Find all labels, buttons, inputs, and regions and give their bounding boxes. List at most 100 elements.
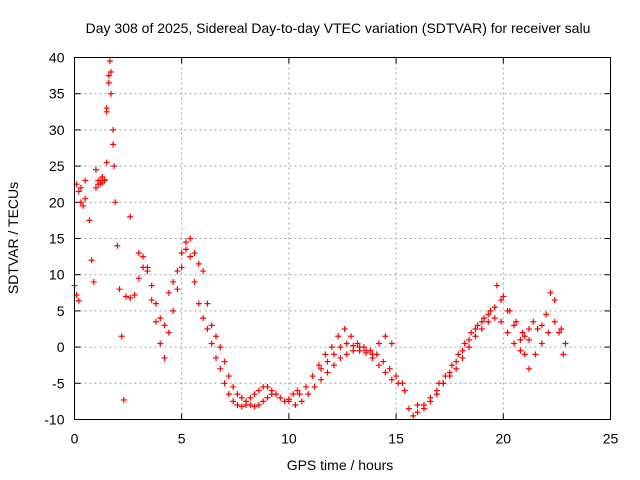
data-point xyxy=(152,300,159,307)
data-point xyxy=(369,351,376,358)
data-point xyxy=(105,79,112,86)
data-point xyxy=(170,307,177,314)
y-tick-label: -5 xyxy=(52,375,65,391)
data-point xyxy=(238,403,245,410)
data-point xyxy=(551,318,558,325)
data-point xyxy=(562,340,569,347)
x-tick-label: 25 xyxy=(603,431,619,447)
data-point xyxy=(86,217,93,224)
data-point xyxy=(305,391,312,398)
data-point xyxy=(221,358,228,365)
data-point xyxy=(341,326,348,332)
data-point xyxy=(498,318,505,325)
series-sat-f xyxy=(296,326,406,398)
data-point xyxy=(80,202,87,209)
data-point xyxy=(324,369,331,376)
data-point xyxy=(213,333,220,340)
series-sat-j xyxy=(435,282,533,387)
y-tick-label: 40 xyxy=(49,50,65,66)
data-point xyxy=(545,329,552,336)
data-point xyxy=(90,278,97,285)
data-point xyxy=(174,286,181,293)
data-point xyxy=(148,297,155,304)
data-point xyxy=(485,318,492,325)
data-point xyxy=(311,383,318,390)
data-points xyxy=(71,58,569,419)
data-point xyxy=(116,286,123,293)
data-point xyxy=(363,349,370,356)
data-point xyxy=(350,342,357,349)
series-sat-c xyxy=(135,246,275,410)
data-point xyxy=(120,396,127,403)
data-point xyxy=(453,365,460,372)
data-point xyxy=(208,322,215,329)
data-point xyxy=(491,304,498,311)
data-point xyxy=(442,373,449,380)
data-point xyxy=(225,391,232,398)
data-point xyxy=(513,318,520,325)
data-point xyxy=(532,351,539,358)
data-point xyxy=(375,340,382,347)
data-point xyxy=(296,391,303,398)
x-tick-label: 0 xyxy=(71,431,79,447)
data-point xyxy=(230,398,237,405)
data-point xyxy=(157,315,164,322)
data-point xyxy=(208,340,215,347)
data-point xyxy=(191,278,198,285)
data-point xyxy=(519,329,526,336)
y-tick-label: 5 xyxy=(57,303,65,319)
data-point xyxy=(420,405,427,412)
data-point xyxy=(200,315,207,322)
plot-frame xyxy=(74,57,611,420)
data-point xyxy=(182,246,189,253)
data-point xyxy=(517,336,524,343)
data-point xyxy=(110,126,117,133)
data-point xyxy=(322,351,329,358)
data-point xyxy=(251,403,258,410)
ticks: 0 5 10 15 20 25 -10 -5 0 5 10 15 20 25 30 35 40 xyxy=(44,50,618,447)
data-point xyxy=(292,402,299,409)
data-point xyxy=(264,394,271,401)
data-point xyxy=(446,369,453,376)
data-point xyxy=(455,351,462,358)
data-point xyxy=(303,383,310,390)
series-sat-e xyxy=(285,344,408,409)
data-point xyxy=(92,166,99,173)
data-point xyxy=(165,329,172,336)
data-point xyxy=(103,159,110,166)
data-point xyxy=(135,249,142,256)
data-point xyxy=(500,293,507,300)
data-point xyxy=(405,405,412,412)
data-point xyxy=(534,326,541,332)
data-point xyxy=(195,300,202,307)
data-point xyxy=(343,351,350,358)
data-point xyxy=(247,394,254,401)
data-point xyxy=(465,336,472,343)
data-point xyxy=(318,365,325,372)
data-point xyxy=(511,322,518,329)
data-point xyxy=(161,322,168,329)
data-point xyxy=(195,260,202,267)
series-sat-l xyxy=(526,318,569,372)
y-tick-label: -10 xyxy=(44,412,64,428)
data-point xyxy=(414,402,421,409)
data-point xyxy=(538,322,545,329)
data-point xyxy=(200,268,207,275)
data-point xyxy=(380,358,387,365)
data-point xyxy=(388,376,395,383)
data-point xyxy=(337,344,344,351)
data-point xyxy=(551,297,558,304)
data-point xyxy=(521,351,528,358)
data-point xyxy=(472,333,479,340)
data-point xyxy=(399,380,406,387)
data-point xyxy=(382,369,389,376)
data-point xyxy=(111,163,118,170)
data-point xyxy=(386,365,393,372)
data-point xyxy=(433,391,440,398)
data-point xyxy=(461,340,468,347)
data-point xyxy=(350,347,357,354)
y-tick-label: 25 xyxy=(49,158,65,174)
series-sat-h xyxy=(401,315,528,419)
series-sat-b xyxy=(122,235,301,410)
